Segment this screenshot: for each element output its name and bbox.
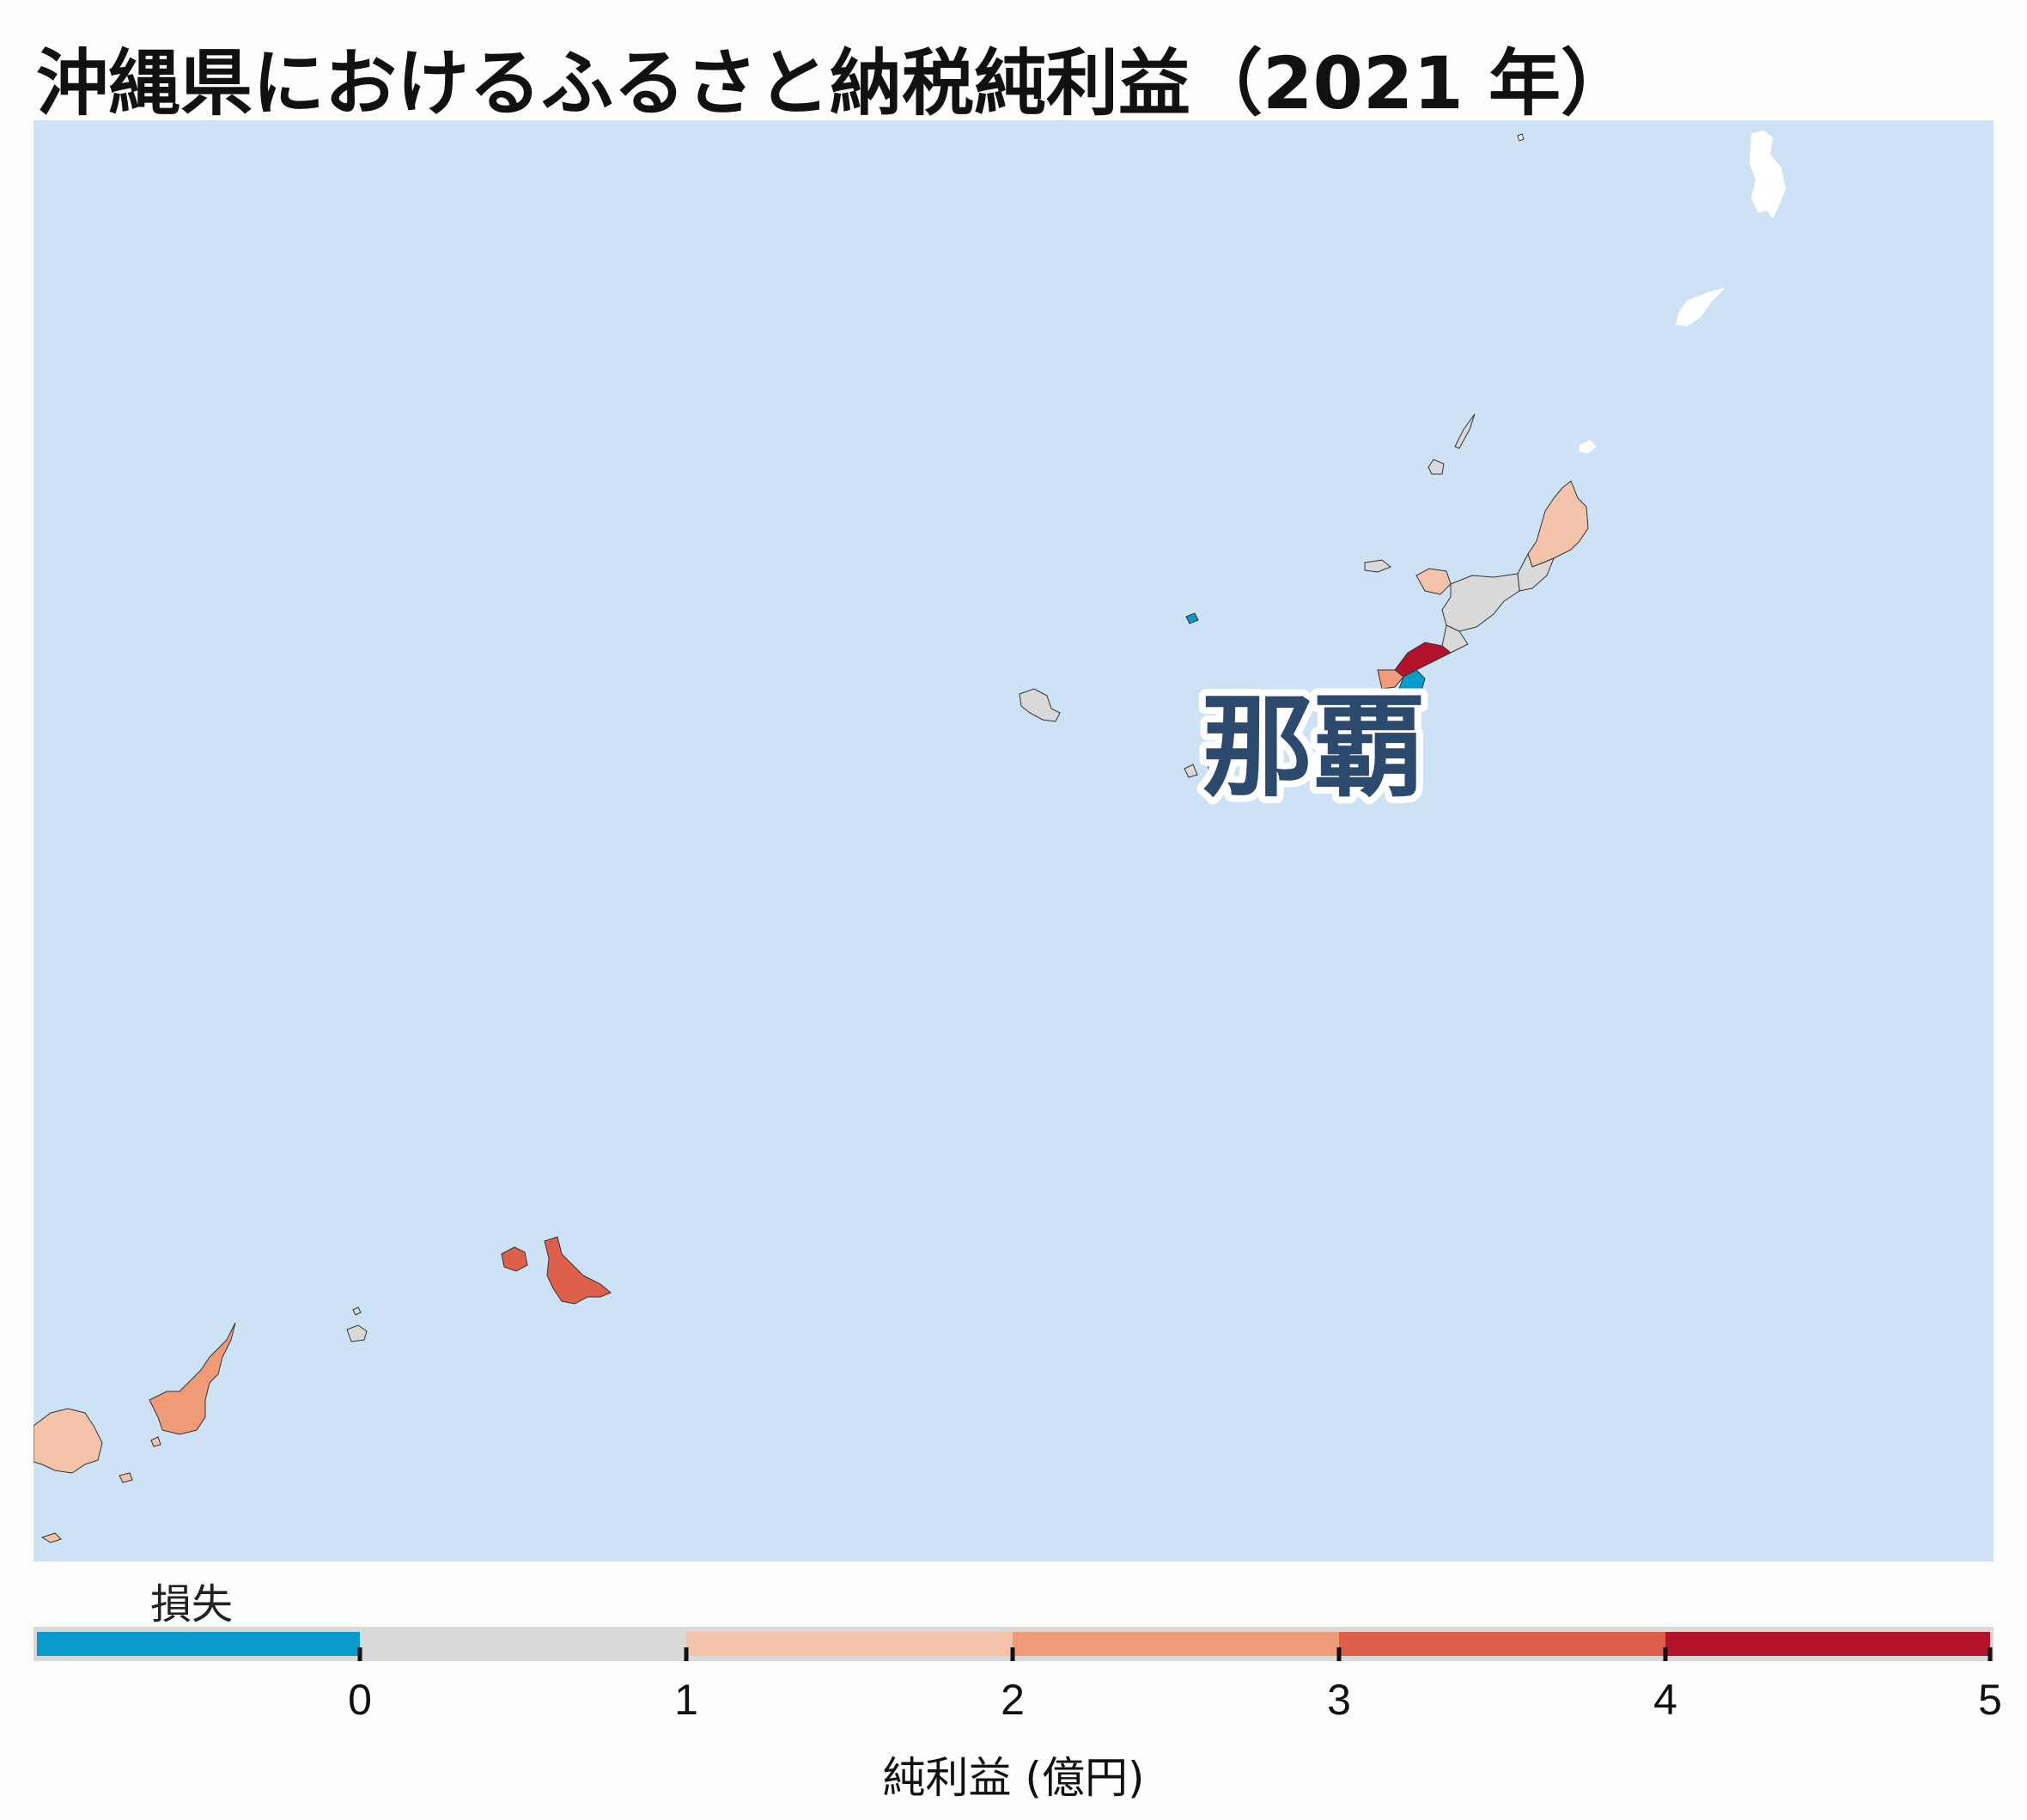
island-yoron	[1580, 440, 1597, 453]
sea-background	[33, 120, 1994, 1561]
island-miyako	[544, 1236, 612, 1305]
city-label-naha: 那覇	[1202, 682, 1425, 813]
island-minna	[352, 1306, 362, 1316]
colorbar	[33, 1627, 1994, 1661]
colorbar-bin-4-5	[1665, 1632, 1990, 1656]
okinawa-map: 那覇	[33, 120, 1994, 1561]
colorbar-ticks	[357, 1647, 1993, 1661]
island-iheya	[1454, 413, 1476, 449]
region-urasoe	[1377, 669, 1404, 690]
island-taketomi	[150, 1436, 161, 1447]
island-tiny-north	[1517, 133, 1525, 142]
island-ishigaki	[149, 1322, 236, 1435]
tick-label-1: 1	[674, 1676, 698, 1724]
tick-label-3: 3	[1327, 1676, 1351, 1724]
legend-loss-label: 損失	[150, 1580, 234, 1628]
island-iriomote	[33, 1408, 103, 1474]
island-zamami	[1184, 764, 1198, 778]
region-south	[1368, 731, 1400, 752]
island-amami-oshima	[1750, 131, 1786, 219]
island-aguni	[1185, 612, 1199, 624]
island-irabu	[501, 1246, 528, 1272]
tick-label-4: 4	[1653, 1676, 1677, 1724]
island-kumejima	[1019, 688, 1061, 722]
island-ie	[1364, 559, 1391, 573]
tick-label-0: 0	[348, 1676, 372, 1724]
region-south-loss	[1360, 722, 1373, 740]
colorbar-bin-2-3	[1013, 1632, 1339, 1656]
region-nago	[1441, 573, 1520, 632]
region-central	[1441, 624, 1469, 654]
colorbar-axis-label: 純利益 (億円)	[882, 1753, 1145, 1803]
island-hateruma	[40, 1532, 62, 1543]
page-title: 沖縄県におけるふるさと納税純利益（2021 年）	[36, 41, 1634, 125]
colorbar-bin-3-4	[1339, 1632, 1665, 1656]
tick-label-5: 5	[1978, 1676, 2002, 1724]
island-tarama	[346, 1324, 368, 1342]
island-kuroshima	[119, 1472, 133, 1483]
colorbar-bin-0-1	[360, 1632, 686, 1656]
island-izena	[1427, 459, 1445, 475]
island-tokashiki	[1205, 751, 1224, 772]
island-tokunoshima	[1676, 288, 1726, 326]
region-naha-loss	[1398, 669, 1426, 698]
colorbar-bin-1-2	[686, 1632, 1013, 1656]
colorbar-bin-loss	[37, 1632, 360, 1656]
tick-label-2: 2	[1001, 1676, 1025, 1724]
